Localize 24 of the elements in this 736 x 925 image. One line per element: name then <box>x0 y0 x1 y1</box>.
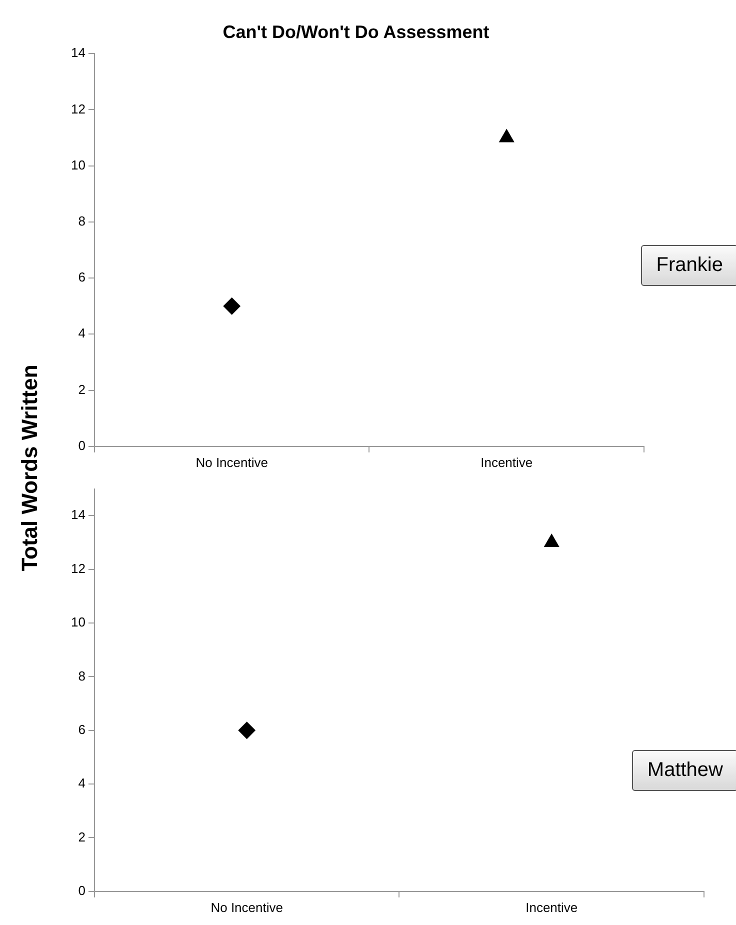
y-tick-label: 0 <box>78 438 86 453</box>
y-tick-label: 0 <box>78 882 86 898</box>
y-tick-label: 8 <box>78 668 86 684</box>
y-tick-label: 14 <box>70 507 86 522</box>
y-tick-label: 4 <box>78 776 86 791</box>
y-tick-label: 12 <box>70 560 86 576</box>
y-tick-label: 10 <box>70 614 86 630</box>
y-tick-label: 4 <box>78 326 86 341</box>
annotation: Matthew <box>632 750 736 791</box>
y-tick-label: 8 <box>78 214 86 229</box>
chart-title: Can't Do/Won't Do Assessment <box>222 22 490 42</box>
y-tick-label: 6 <box>78 722 86 737</box>
x-tick-label: No Incentive <box>210 900 283 915</box>
x-tick-label: No Incentive <box>196 454 268 470</box>
y-tick-label: 12 <box>70 101 86 116</box>
y-tick-label: 2 <box>78 829 86 844</box>
y-tick-label: 6 <box>78 270 86 285</box>
y-tick-label: 10 <box>70 157 86 172</box>
x-tick-label: Incentive <box>480 454 533 470</box>
y-tick-label: 14 <box>70 45 86 60</box>
y-axis-title: Total Words Written <box>17 364 43 572</box>
y-tick-label: 2 <box>78 382 86 397</box>
x-tick-label: Incentive <box>526 900 578 915</box>
text: Frankie <box>641 245 736 286</box>
